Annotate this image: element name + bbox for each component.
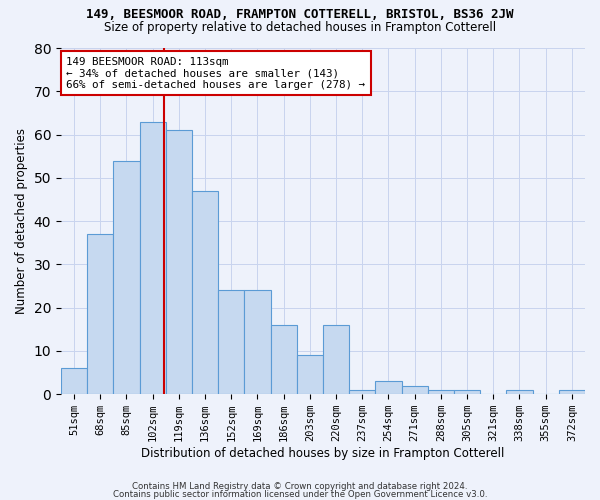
Bar	[244, 290, 271, 394]
Text: 149, BEESMOOR ROAD, FRAMPTON COTTERELL, BRISTOL, BS36 2JW: 149, BEESMOOR ROAD, FRAMPTON COTTERELL, …	[86, 8, 514, 20]
Bar	[166, 130, 192, 394]
Text: Contains public sector information licensed under the Open Government Licence v3: Contains public sector information licen…	[113, 490, 487, 499]
Bar	[297, 356, 323, 394]
Bar	[376, 381, 401, 394]
Bar	[323, 325, 349, 394]
Y-axis label: Number of detached properties: Number of detached properties	[15, 128, 28, 314]
Bar	[559, 390, 585, 394]
Text: 149 BEESMOOR ROAD: 113sqm
← 34% of detached houses are smaller (143)
66% of semi: 149 BEESMOOR ROAD: 113sqm ← 34% of detac…	[66, 56, 365, 90]
Bar	[218, 290, 244, 394]
Bar	[454, 390, 480, 394]
Bar	[401, 386, 428, 394]
Bar	[428, 390, 454, 394]
X-axis label: Distribution of detached houses by size in Frampton Cotterell: Distribution of detached houses by size …	[141, 447, 505, 460]
Bar	[140, 122, 166, 394]
Bar	[113, 160, 140, 394]
Bar	[271, 325, 297, 394]
Text: Size of property relative to detached houses in Frampton Cotterell: Size of property relative to detached ho…	[104, 21, 496, 34]
Bar	[87, 234, 113, 394]
Text: Contains HM Land Registry data © Crown copyright and database right 2024.: Contains HM Land Registry data © Crown c…	[132, 482, 468, 491]
Bar	[192, 191, 218, 394]
Bar	[61, 368, 87, 394]
Bar	[349, 390, 376, 394]
Bar	[506, 390, 533, 394]
